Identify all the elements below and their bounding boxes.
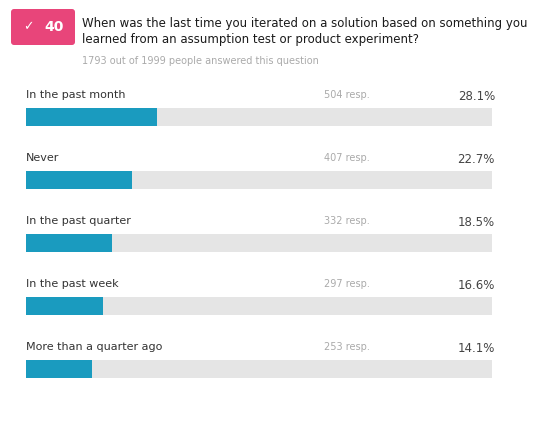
FancyBboxPatch shape: [26, 360, 92, 378]
FancyBboxPatch shape: [26, 234, 112, 252]
Text: 14.1%: 14.1%: [458, 342, 495, 355]
FancyBboxPatch shape: [26, 234, 492, 252]
FancyBboxPatch shape: [26, 108, 492, 126]
Text: 504 resp.: 504 resp.: [324, 90, 370, 100]
Text: In the past quarter: In the past quarter: [26, 216, 131, 226]
Text: Never: Never: [26, 153, 59, 163]
FancyBboxPatch shape: [26, 108, 157, 126]
Text: 28.1%: 28.1%: [458, 90, 495, 103]
Text: 1793 out of 1999 people answered this question: 1793 out of 1999 people answered this qu…: [82, 56, 319, 66]
Text: 16.6%: 16.6%: [458, 279, 495, 292]
Text: More than a quarter ago: More than a quarter ago: [26, 342, 162, 352]
Text: 22.7%: 22.7%: [458, 153, 495, 166]
Text: 407 resp.: 407 resp.: [324, 153, 370, 163]
Text: learned from an assumption test or product experiment?: learned from an assumption test or produ…: [82, 33, 419, 46]
FancyBboxPatch shape: [26, 297, 103, 315]
FancyBboxPatch shape: [26, 171, 492, 189]
FancyBboxPatch shape: [26, 171, 132, 189]
Text: 253 resp.: 253 resp.: [324, 342, 370, 352]
Text: 297 resp.: 297 resp.: [324, 279, 370, 289]
Text: In the past month: In the past month: [26, 90, 125, 100]
FancyBboxPatch shape: [26, 297, 492, 315]
Text: ✓: ✓: [23, 20, 33, 33]
Text: 40: 40: [45, 20, 64, 34]
Text: When was the last time you iterated on a solution based on something you: When was the last time you iterated on a…: [82, 17, 527, 30]
Text: 18.5%: 18.5%: [458, 216, 495, 229]
FancyBboxPatch shape: [11, 9, 75, 45]
Text: In the past week: In the past week: [26, 279, 119, 289]
Text: 332 resp.: 332 resp.: [324, 216, 370, 226]
FancyBboxPatch shape: [26, 360, 492, 378]
